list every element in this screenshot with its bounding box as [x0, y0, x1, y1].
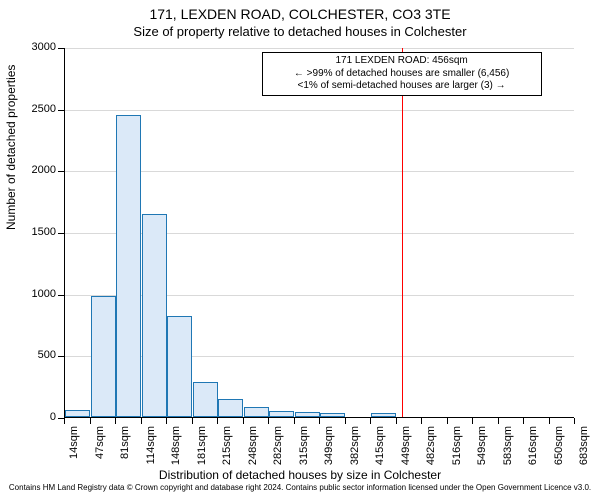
x-tick: [64, 418, 65, 424]
x-tick-label: 148sqm: [170, 426, 182, 474]
x-tick-label: 482sqm: [425, 426, 437, 474]
x-tick-label: 683sqm: [578, 426, 590, 474]
histogram-bar: [320, 413, 345, 417]
y-tick-label: 1500: [24, 226, 56, 238]
chart-container: 171, LEXDEN ROAD, COLCHESTER, CO3 3TE Si…: [0, 0, 600, 500]
x-tick: [396, 418, 397, 424]
y-tick-label: 3000: [24, 41, 56, 53]
x-tick: [319, 418, 320, 424]
gridline: [65, 48, 574, 49]
x-tick-label: 47sqm: [94, 426, 106, 474]
x-tick: [421, 418, 422, 424]
y-tick-label: 1000: [24, 288, 56, 300]
x-tick: [574, 418, 575, 424]
x-tick-label: 516sqm: [451, 426, 463, 474]
histogram-bar: [142, 214, 167, 418]
x-tick-label: 215sqm: [221, 426, 233, 474]
x-tick-label: 549sqm: [476, 426, 488, 474]
x-tick: [345, 418, 346, 424]
chart-title-line2: Size of property relative to detached ho…: [0, 24, 600, 39]
annotation-line1: 171 LEXDEN ROAD: 456sqm: [269, 55, 535, 68]
x-tick-label: 650sqm: [553, 426, 565, 474]
histogram-bar: [295, 412, 320, 417]
y-tick: [58, 233, 64, 234]
footer-text: Contains HM Land Registry data © Crown c…: [0, 484, 600, 492]
y-tick: [58, 48, 64, 49]
histogram-bar: [269, 411, 294, 417]
y-tick: [58, 171, 64, 172]
plot-area: 171 LEXDEN ROAD: 456sqm ← >99% of detach…: [64, 48, 574, 418]
x-tick: [549, 418, 550, 424]
x-tick: [294, 418, 295, 424]
marker-line: [402, 48, 403, 417]
y-axis-label: Number of detached properties: [4, 65, 18, 230]
x-tick: [472, 418, 473, 424]
x-tick: [192, 418, 193, 424]
x-tick: [370, 418, 371, 424]
x-tick-label: 14sqm: [68, 426, 80, 474]
x-tick: [268, 418, 269, 424]
histogram-bar: [91, 296, 116, 417]
histogram-bar: [65, 410, 90, 417]
x-tick: [523, 418, 524, 424]
x-tick-label: 248sqm: [247, 426, 259, 474]
histogram-bar: [218, 399, 243, 418]
annotation-line2: ← >99% of detached houses are smaller (6…: [269, 68, 535, 81]
chart-title-line1: 171, LEXDEN ROAD, COLCHESTER, CO3 3TE: [0, 6, 600, 22]
x-tick: [447, 418, 448, 424]
histogram-bar: [116, 115, 141, 417]
x-tick-label: 181sqm: [196, 426, 208, 474]
x-tick-label: 114sqm: [145, 426, 157, 474]
annotation-box: 171 LEXDEN ROAD: 456sqm ← >99% of detach…: [262, 52, 542, 96]
gridline: [65, 110, 574, 111]
x-tick-label: 282sqm: [272, 426, 284, 474]
x-tick-label: 349sqm: [323, 426, 335, 474]
y-tick-label: 500: [24, 349, 56, 361]
x-tick-label: 81sqm: [119, 426, 131, 474]
x-tick: [90, 418, 91, 424]
x-tick-label: 616sqm: [527, 426, 539, 474]
x-tick-label: 449sqm: [400, 426, 412, 474]
annotation-line3: <1% of semi-detached houses are larger (…: [269, 80, 535, 93]
x-tick-label: 315sqm: [298, 426, 310, 474]
histogram-bar: [371, 413, 396, 417]
y-tick-label: 0: [24, 411, 56, 423]
y-tick: [58, 356, 64, 357]
x-tick: [115, 418, 116, 424]
x-tick: [166, 418, 167, 424]
x-tick: [217, 418, 218, 424]
histogram-bar: [244, 407, 269, 417]
y-tick: [58, 110, 64, 111]
x-tick-label: 382sqm: [349, 426, 361, 474]
y-tick-label: 2000: [24, 164, 56, 176]
histogram-bar: [193, 382, 218, 417]
x-tick-label: 583sqm: [502, 426, 514, 474]
y-tick: [58, 295, 64, 296]
x-tick-label: 415sqm: [374, 426, 386, 474]
gridline: [65, 171, 574, 172]
x-tick: [498, 418, 499, 424]
y-tick-label: 2500: [24, 103, 56, 115]
x-tick: [141, 418, 142, 424]
x-tick: [243, 418, 244, 424]
histogram-bar: [167, 316, 192, 417]
